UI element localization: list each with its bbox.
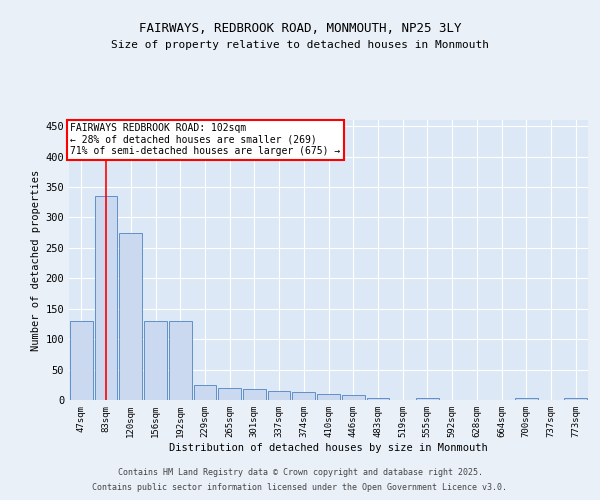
Bar (119, 232, 142, 400)
Bar (367, 398, 389, 400)
Text: Contains public sector information licensed under the Open Government Licence v3: Contains public sector information licen… (92, 483, 508, 492)
Bar (317, 394, 340, 400)
Bar (515, 398, 538, 400)
X-axis label: Distribution of detached houses by size in Monmouth: Distribution of detached houses by size … (169, 442, 488, 452)
Text: FAIRWAYS, REDBROOK ROAD, MONMOUTH, NP25 3LY: FAIRWAYS, REDBROOK ROAD, MONMOUTH, NP25 … (139, 22, 461, 36)
Bar (194, 385, 216, 400)
Bar (268, 391, 290, 400)
Text: FAIRWAYS REDBROOK ROAD: 102sqm
← 28% of detached houses are smaller (269)
71% of: FAIRWAYS REDBROOK ROAD: 102sqm ← 28% of … (70, 123, 340, 156)
Text: Contains HM Land Registry data © Crown copyright and database right 2025.: Contains HM Land Registry data © Crown c… (118, 468, 482, 477)
Bar (292, 392, 315, 400)
Y-axis label: Number of detached properties: Number of detached properties (31, 170, 41, 350)
Bar (342, 395, 365, 400)
Bar (144, 321, 167, 400)
Bar (218, 388, 241, 400)
Bar (95, 196, 118, 400)
Bar (169, 321, 191, 400)
Bar (416, 398, 439, 400)
Bar (564, 398, 587, 400)
Bar (70, 321, 93, 400)
Bar (243, 389, 266, 400)
Text: Size of property relative to detached houses in Monmouth: Size of property relative to detached ho… (111, 40, 489, 50)
